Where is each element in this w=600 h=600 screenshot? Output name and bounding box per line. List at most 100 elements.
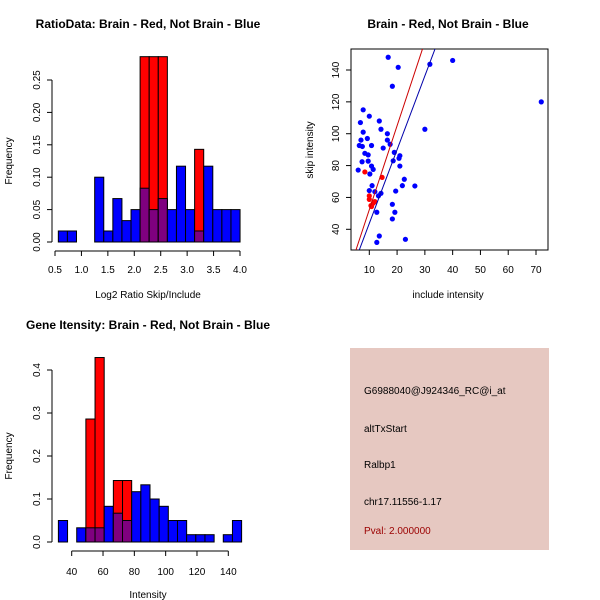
point-not-brain (422, 126, 428, 132)
x-tick-label: 2.0 (127, 265, 141, 276)
plot-box (350, 48, 549, 251)
x-tick-label: 1.0 (74, 265, 88, 276)
x-tick-label: 30 (419, 265, 431, 276)
y-tick-label: 80 (331, 160, 342, 172)
x-tick-label: 0.5 (48, 265, 62, 276)
point-not-brain (366, 113, 372, 119)
x-tick-label: 2.5 (154, 265, 168, 276)
point-not-brain (389, 201, 395, 207)
point-not-brain (397, 163, 403, 169)
point-not-brain (384, 131, 390, 137)
point-not-brain (355, 167, 361, 173)
fit-line (358, 49, 436, 250)
x-axis-label: include intensity (412, 290, 483, 301)
bar-brain (85, 418, 96, 543)
bar-overlap (148, 209, 159, 243)
bar-not-brain (185, 209, 196, 243)
point-not-brain (450, 57, 456, 64)
bar-overlap (194, 230, 205, 243)
x-axis-label: Intensity (129, 590, 166, 600)
bar-not-brain (222, 534, 233, 543)
x-tick-label: 60 (503, 265, 515, 276)
x-tick-label: 100 (157, 567, 174, 578)
point-not-brain (365, 152, 371, 158)
chart-title: Gene Itensity: Brain - Red, Not Brain - … (26, 318, 270, 332)
bar-not-brain (221, 209, 232, 243)
x-tick-label: 70 (530, 265, 542, 276)
point-not-brain (364, 135, 370, 142)
bar-not-brain (203, 165, 214, 243)
point-not-brain (367, 171, 373, 177)
y-tick-label: 140 (331, 61, 342, 78)
x-tick-label: 50 (475, 265, 487, 276)
bar-overlap (112, 512, 124, 543)
point-not-brain (538, 99, 544, 105)
bar-not-brain (66, 230, 78, 243)
chart-title: Brain - Red, Not Brain - Blue (367, 17, 529, 31)
location: chr17.11556-1.17 (364, 497, 442, 508)
bar-not-brain (57, 520, 69, 543)
bar-not-brain (195, 534, 206, 543)
x-tick-label: 40 (447, 265, 459, 276)
bar-overlap (122, 520, 133, 543)
x-tick-label: 4.0 (233, 265, 247, 276)
point-not-brain (368, 142, 375, 149)
point-not-brain (389, 83, 395, 89)
bar-not-brain (130, 209, 141, 243)
bar-not-brain (176, 520, 188, 543)
bar-not-brain (231, 520, 243, 543)
x-axis-label: Log2 Ratio Skip/Include (95, 290, 201, 301)
event-type: altTxStart (364, 424, 407, 435)
y-tick-label: 120 (331, 93, 342, 110)
info-panel: G6988040@J924346_RC@i_at altTxStart Ralb… (350, 348, 549, 550)
bar-not-brain (140, 484, 151, 543)
point-not-brain (370, 166, 376, 173)
y-tick-label: 0.05 (32, 199, 43, 219)
x-tick-label: 1.5 (101, 265, 115, 276)
y-tick-label: 0.25 (32, 70, 43, 90)
point-not-brain (395, 64, 401, 70)
point-brain (362, 169, 368, 175)
bar-not-brain (131, 491, 142, 543)
y-tick-label: 40 (331, 223, 342, 235)
fit-line (355, 49, 424, 250)
y-axis-label: Frequency (4, 137, 15, 184)
point-not-brain (358, 137, 364, 143)
y-tick-label: 0.10 (32, 167, 43, 187)
probe-id: G6988040@J924346_RC@i_at (364, 386, 506, 397)
y-tick-label: 0.15 (32, 135, 43, 155)
point-not-brain (378, 126, 384, 132)
bar-not-brain (175, 165, 187, 243)
bar-not-brain (121, 220, 132, 243)
y-tick-label: 100 (331, 125, 342, 142)
point-not-brain (392, 209, 398, 215)
bar-not-brain (103, 505, 114, 543)
bar-overlap (85, 527, 96, 543)
point-not-brain (384, 137, 390, 143)
bar-not-brain (94, 176, 105, 243)
point-not-brain (376, 233, 382, 239)
bar-not-brain (158, 505, 169, 543)
bar-not-brain (103, 230, 114, 243)
x-tick-label: 3.0 (180, 265, 194, 276)
x-tick-label: 60 (97, 567, 109, 578)
y-tick-label: 0.00 (32, 232, 43, 252)
y-tick-label: 0.2 (32, 449, 43, 463)
point-not-brain (376, 118, 382, 124)
y-tick-label: 0.4 (32, 363, 43, 377)
point-not-brain (357, 119, 364, 126)
point-not-brain (399, 183, 405, 189)
bar-not-brain (204, 534, 215, 543)
point-not-brain (401, 176, 407, 182)
point-not-brain (360, 107, 366, 113)
x-tick-label: 40 (66, 567, 78, 578)
point-not-brain (374, 239, 380, 245)
y-tick-label: 0.20 (32, 102, 43, 122)
bar-not-brain (76, 527, 87, 543)
bar-not-brain (149, 498, 160, 543)
chart-title: RatioData: Brain - Red, Not Brain - Blue (36, 17, 261, 31)
point-not-brain (369, 183, 375, 189)
bar-not-brain (230, 209, 241, 243)
